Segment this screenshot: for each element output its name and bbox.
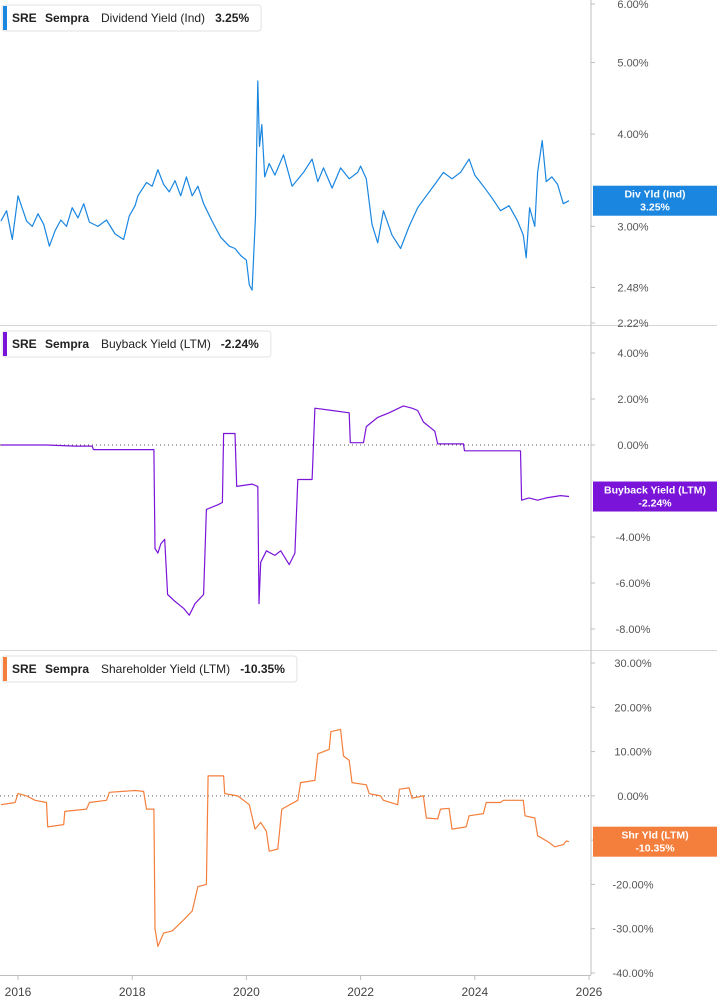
x-tick-label: 2020 — [233, 985, 260, 999]
y-tick-label: -30.00% — [613, 924, 654, 936]
badge-value: -2.24% — [638, 498, 672, 510]
legend-color-swatch — [3, 657, 7, 681]
y-tick-label: 2.00% — [617, 394, 648, 406]
legend-current-value: 3.25% — [215, 11, 249, 25]
x-tick-label: 2026 — [576, 985, 603, 999]
dividend-yield-series-line — [0, 80, 570, 291]
series-layer — [0, 80, 570, 948]
legend-layer: SRE Sempra Dividend Yield (Ind) 3.25% SRE Sem… — [1, 4, 298, 683]
y-tick-label: 5.00% — [617, 57, 648, 69]
legend-current-value: -2.24% — [221, 337, 259, 351]
y-tick-label: 2.22% — [617, 318, 648, 330]
legend-color-swatch — [3, 6, 7, 30]
badge-label: Shr Yld (LTM) — [621, 830, 688, 842]
buyback-yield-series-line — [0, 405, 570, 616]
y-tick-label: 10.00% — [614, 747, 652, 759]
y-tick-label: 6.00% — [617, 0, 648, 11]
legend-ticker: SRE — [12, 11, 37, 25]
legend-company: Sempra — [45, 11, 89, 25]
x-tick-label: 2018 — [119, 985, 146, 999]
badge-label: Div Yld (Ind) — [624, 189, 685, 201]
y-tick-label: -8.00% — [616, 624, 651, 636]
badge-background — [593, 481, 717, 512]
legend-metric: Shareholder Yield (LTM) — [101, 662, 230, 676]
badge-label: Buyback Yield (LTM) — [604, 485, 706, 497]
y-tick-label: -40.00% — [613, 968, 654, 980]
badge-value: 3.25% — [640, 202, 670, 214]
legend-box — [1, 4, 262, 32]
badge-value: -10.35% — [635, 843, 675, 855]
shareholder-yield-series-line — [0, 728, 570, 948]
legend-ticker: SRE — [12, 337, 37, 351]
shareholder-yield-legend: SRE Sempra Shareholder Yield (LTM) -10.35% — [1, 655, 298, 683]
badge-background — [593, 826, 717, 857]
x-tick-label: 2016 — [5, 985, 32, 999]
y-tick-label: 3.00% — [617, 221, 648, 233]
legend-ticker: SRE — [12, 662, 37, 676]
legend-color-swatch — [3, 332, 7, 356]
x-tick-label: 2022 — [347, 985, 374, 999]
buyback-yield-legend: SRE Sempra Buyback Yield (LTM) -2.24% — [1, 330, 272, 358]
buyback-yield-value-badge: Buyback Yield (LTM)-2.24% — [593, 481, 717, 512]
y-tick-label: -6.00% — [616, 578, 651, 590]
y-tick-label: 0.00% — [617, 440, 648, 452]
shareholder-yield-value-badge: Shr Yld (LTM)-10.35% — [593, 826, 717, 857]
dividend-yield-value-badge: Div Yld (Ind)3.25% — [593, 185, 717, 216]
badge-layer: Div Yld (Ind)3.25% Buyback Yield (LTM)-2.… — [593, 185, 717, 857]
y-tick-label: 0.00% — [617, 791, 648, 803]
legend-box — [1, 330, 272, 358]
legend-current-value: -10.35% — [240, 662, 285, 676]
y-tick-label: 2.48% — [617, 282, 648, 294]
y-tick-label: -20.00% — [613, 879, 654, 891]
legend-company: Sempra — [45, 337, 89, 351]
x-axis-layer: 2016 2018 2020 2022 2024 2026 — [0, 975, 603, 999]
badge-background — [593, 185, 717, 216]
legend-company: Sempra — [45, 662, 89, 676]
y-tick-label: 4.00% — [617, 348, 648, 360]
legend-box — [1, 655, 298, 683]
y-tick-label: 4.00% — [617, 129, 648, 141]
y-axis-layer: 6.00% 5.00% 4.00% 3.00% 2.48% 2.22% 4.00% 2.00%… — [590, 0, 654, 980]
dividend-yield-legend: SRE Sempra Dividend Yield (Ind) 3.25% — [1, 4, 262, 32]
grid-layer — [0, 325, 717, 797]
legend-metric: Buyback Yield (LTM) — [101, 337, 211, 351]
legend-metric: Dividend Yield (Ind) — [101, 11, 205, 25]
x-tick-label: 2024 — [461, 985, 488, 999]
y-tick-label: 20.00% — [614, 702, 652, 714]
y-tick-label: -4.00% — [616, 532, 651, 544]
y-tick-label: 30.00% — [614, 658, 652, 670]
